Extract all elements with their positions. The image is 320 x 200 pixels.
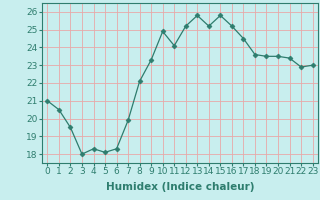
- X-axis label: Humidex (Indice chaleur): Humidex (Indice chaleur): [106, 182, 254, 192]
